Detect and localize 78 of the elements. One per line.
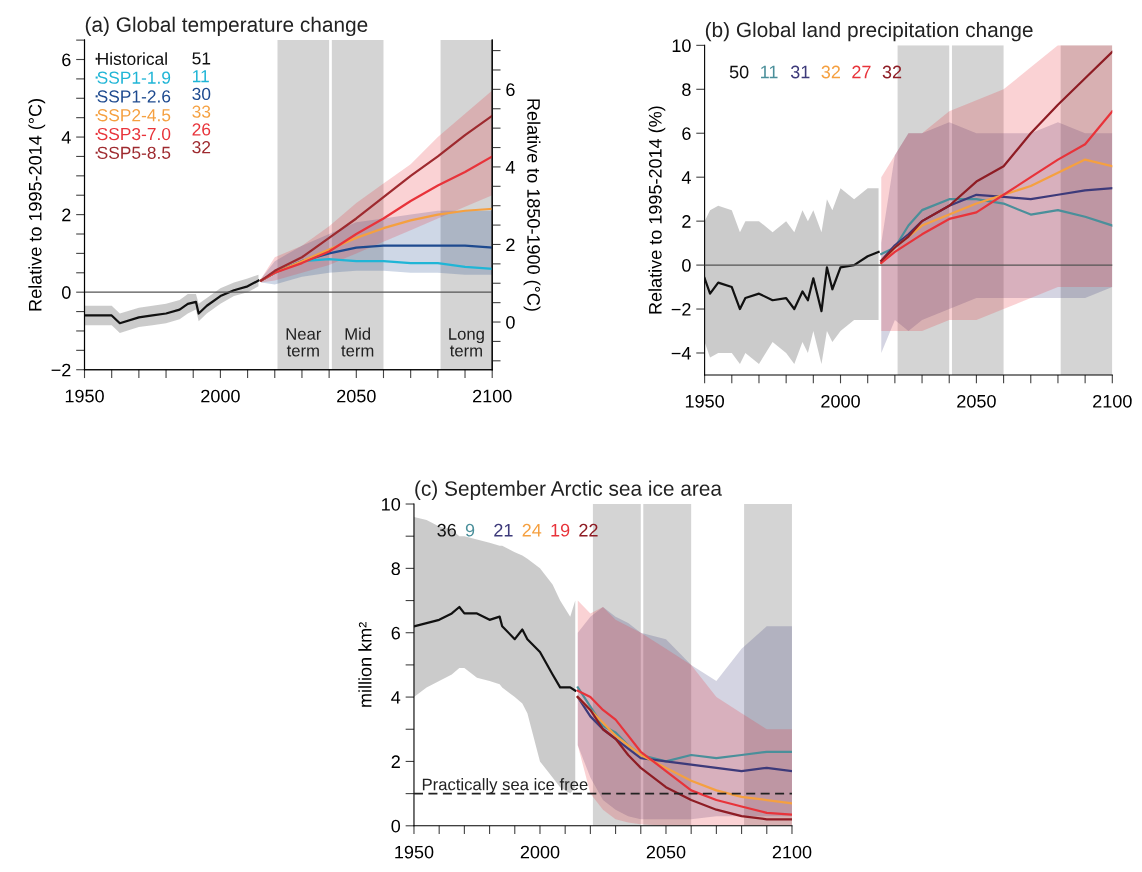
annotation: 50 [729, 65, 749, 79]
y-tick-label: 0 [61, 286, 71, 299]
y-tick-label: 2 [682, 215, 691, 228]
x-tick-label: 2100 [772, 845, 812, 859]
band-label: Mid term [341, 327, 374, 357]
y-tick-label: 8 [682, 83, 691, 97]
x-tick-label: 2100 [1093, 394, 1132, 408]
annotation: 51 [192, 52, 211, 65]
y-tick-label: 10 [672, 39, 691, 53]
y-axis-title: Relative to 1995-2014 (%) [648, 106, 666, 314]
y2-tick-label: 6 [506, 83, 515, 97]
x-tick-label: 2050 [646, 845, 686, 859]
line-series [576, 695, 792, 773]
legend-label: SSP3-7.0 [97, 127, 171, 141]
x-tick-label: 2000 [201, 389, 240, 403]
band-label: Long term [449, 328, 484, 357]
annotation: 32 [821, 65, 840, 79]
legend-label: SSP2-4.5 [97, 109, 171, 122]
y-tick-label: 2 [62, 208, 71, 222]
x-tick-label: 2100 [473, 389, 512, 403]
annotation: 33 [192, 105, 211, 118]
chart-title: (c) September Arctic sea ice area [415, 480, 722, 501]
chart-title: (b) Global land precipitation change [705, 21, 1033, 42]
y-tick-label: 6 [62, 53, 71, 67]
y2-tick-label: 4 [505, 161, 515, 174]
y2-axis-title: Relative to 1850-1900 (°C) [523, 99, 541, 311]
line-series [880, 50, 1113, 262]
y2-tick-label: 0 [506, 315, 515, 329]
x-tick-label: 1950 [685, 394, 724, 408]
chart-title: (a) Global temperature change [85, 16, 368, 37]
x-tick-label: 2000 [821, 394, 860, 408]
y2-tick-label: 2 [506, 238, 515, 252]
y-tick-label: 10 [382, 497, 401, 511]
annotation: 30 [192, 87, 211, 101]
legend-label: SSP5-8.5 [97, 146, 171, 159]
line-series [576, 686, 792, 763]
annotation: 19 [551, 523, 570, 537]
x-tick-label: 1950 [395, 845, 434, 859]
annotation: 24 [522, 523, 542, 537]
y-tick-label: −2 [671, 302, 691, 316]
y-tick-label: 8 [391, 562, 400, 576]
y-axis-title: million km² [358, 622, 372, 707]
line-series [880, 198, 1113, 256]
ref-line-label: Practically sea ice free [422, 778, 588, 794]
annotation: 32 [882, 65, 902, 79]
annotation: 31 [790, 65, 810, 79]
x-tick-label: 1950 [65, 389, 104, 403]
legend-label: SSP1-2.6 [97, 90, 171, 103]
x-tick-label: 2050 [957, 394, 996, 408]
annotation: 9 [465, 523, 475, 537]
x-tick-label: 2050 [337, 389, 376, 403]
y-tick-label: 4 [681, 171, 691, 184]
annotation: 26 [192, 123, 211, 136]
line-series [413, 605, 577, 692]
y-tick-label: 4 [61, 131, 71, 144]
y-tick-label: 0 [682, 259, 691, 272]
y-tick-label: 0 [391, 819, 401, 833]
y-tick-label: −2 [51, 363, 71, 377]
y-tick-label: 6 [682, 127, 691, 140]
legend-label: Historical [98, 52, 167, 66]
annotation: 27 [852, 65, 871, 79]
band-label: Near term [286, 328, 322, 357]
y-tick-label: −4 [671, 347, 691, 360]
annotation: 22 [579, 523, 598, 537]
x-tick-label: 2000 [520, 845, 560, 859]
annotation: 11 [192, 70, 209, 83]
annotation: 36 [437, 523, 456, 537]
y-tick-label: 6 [391, 626, 400, 640]
annotation: 32 [192, 141, 211, 154]
y-tick-label: 2 [391, 755, 400, 768]
legend-label: SSP1-1.9 [97, 71, 171, 84]
y-axis-title: Relative to 1995-2014 (°C) [28, 99, 46, 311]
annotation: 21 [494, 523, 513, 537]
line-series [84, 279, 260, 325]
line-series [880, 110, 1113, 264]
annotation: 11 [761, 65, 778, 79]
y-tick-label: 4 [391, 691, 401, 704]
line-series [704, 250, 880, 313]
